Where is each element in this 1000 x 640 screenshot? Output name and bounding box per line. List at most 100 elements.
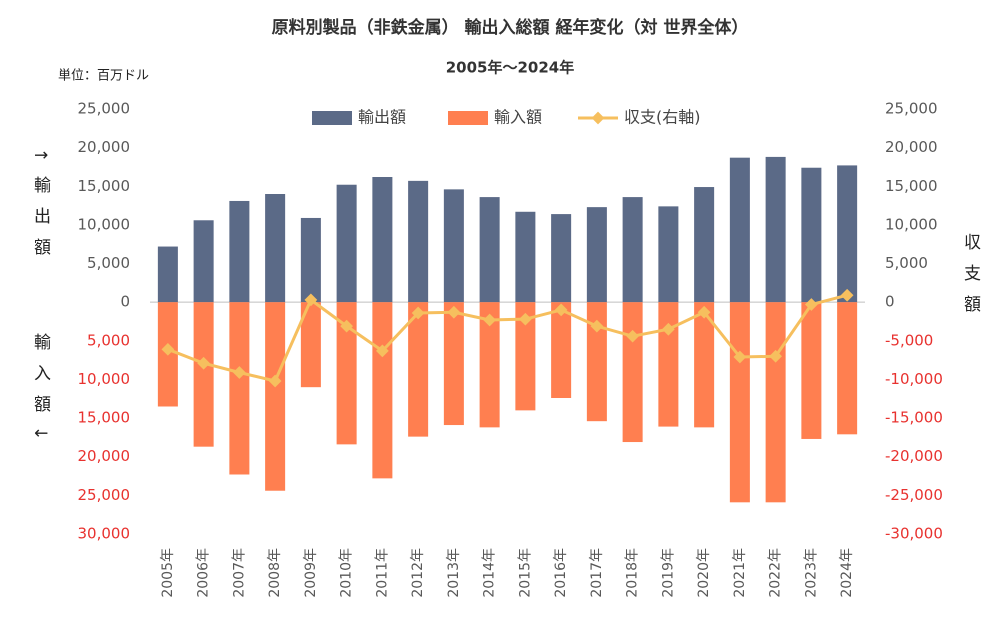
- y2-tick-label: -10,000: [885, 370, 943, 388]
- y-tick-label: 15,000: [78, 409, 131, 427]
- bar: [729, 157, 750, 303]
- bar: [265, 302, 286, 491]
- bar: [515, 211, 536, 303]
- bar: [837, 165, 858, 303]
- bar: [193, 220, 214, 303]
- marker: [233, 366, 246, 379]
- legend-label: 収支(右軸): [624, 108, 701, 127]
- bar: [515, 302, 536, 411]
- x-tick-label: 2015年: [517, 548, 533, 598]
- legend-swatch: [591, 111, 605, 125]
- bar: [765, 302, 786, 503]
- y-tick-label: 15,000: [78, 177, 131, 195]
- bar: [551, 214, 572, 303]
- y-tick-label: 25,000: [78, 100, 131, 118]
- bar: [551, 302, 572, 398]
- x-tick-label: 2021年: [732, 548, 748, 598]
- x-tick-label: 2023年: [803, 548, 819, 598]
- x-tick-label: 2005年: [160, 548, 176, 598]
- bar: [300, 217, 321, 303]
- y2-tick-label: -15,000: [885, 409, 943, 427]
- marker: [376, 344, 389, 358]
- x-tick-label: 2020年: [696, 548, 712, 598]
- x-tick-label: 2010年: [339, 548, 355, 598]
- bar: [443, 189, 464, 303]
- x-tick-label: 2011年: [374, 548, 390, 598]
- marker: [483, 313, 496, 327]
- x-tick-label: 2009年: [303, 548, 319, 598]
- y-tick-label: 20,000: [78, 447, 131, 465]
- y2-tick-label: -20,000: [885, 447, 943, 465]
- bar: [229, 302, 250, 475]
- chart-subtitle: 2005年～2024年: [446, 59, 575, 77]
- bar: [408, 180, 429, 303]
- unit-label: 単位：百万ドル: [58, 68, 149, 84]
- bar: [193, 302, 214, 447]
- bar: [801, 302, 822, 439]
- legend-swatch: [312, 111, 352, 125]
- bar: [479, 302, 500, 428]
- x-tick-label: 2014年: [482, 548, 498, 598]
- bar: [658, 206, 679, 303]
- marker: [340, 319, 353, 333]
- y-tick-label: 25,000: [78, 486, 131, 504]
- y-tick-label: 5,000: [87, 254, 130, 272]
- x-tick-label: 2018年: [625, 548, 641, 598]
- legend-label: 輸出額: [358, 108, 406, 127]
- legend-swatch: [448, 111, 488, 125]
- bar: [622, 302, 643, 443]
- bar: [801, 167, 822, 303]
- x-tick-label: 2006年: [196, 548, 212, 598]
- bar: [586, 207, 607, 303]
- bar: [300, 302, 321, 388]
- marker: [197, 356, 210, 370]
- marker: [161, 342, 175, 356]
- y2-axis-label: 収支額: [960, 233, 981, 326]
- bar: [694, 302, 715, 428]
- y-tick-label: 10,000: [78, 215, 131, 233]
- x-tick-label: 2012年: [410, 548, 426, 598]
- bar: [479, 197, 500, 303]
- marker: [447, 305, 461, 319]
- bar: [765, 156, 786, 303]
- bar: [729, 302, 750, 503]
- bar: [586, 302, 607, 422]
- y-tick-label: 20,000: [78, 138, 131, 156]
- x-tick-label: 2007年: [231, 548, 247, 598]
- y2-tick-label: 25,000: [885, 100, 938, 118]
- legend-label: 輸入額: [494, 108, 542, 127]
- y2-tick-label: 10,000: [885, 215, 938, 233]
- line: [167, 293, 848, 383]
- y-axis-label-upper: ↑輸出額: [30, 148, 51, 269]
- bar: [443, 302, 464, 426]
- y2-tick-label: 5,000: [885, 254, 928, 272]
- y2-tick-label: -30,000: [885, 525, 943, 543]
- y2-tick-label: 0: [885, 293, 895, 311]
- bar: [336, 302, 357, 445]
- y2-tick-label: 20,000: [885, 138, 938, 156]
- marker: [268, 374, 282, 388]
- marker: [411, 306, 425, 320]
- x-tick-label: 2017年: [589, 548, 605, 598]
- x-tick-label: 2022年: [768, 548, 784, 598]
- bar: [837, 302, 858, 435]
- bar: [622, 197, 643, 303]
- y-tick-label: 0: [120, 293, 130, 311]
- bar: [265, 194, 286, 303]
- y2-tick-label: -5,000: [885, 331, 933, 349]
- bar: [372, 302, 393, 479]
- y2-tick-label: -25,000: [885, 486, 943, 504]
- x-tick-label: 2013年: [446, 548, 462, 598]
- y-tick-label: 30,000: [78, 525, 131, 543]
- bar: [229, 200, 250, 303]
- y-tick-label: 10,000: [78, 370, 131, 388]
- x-tick-label: 2019年: [660, 548, 676, 598]
- bar: [694, 187, 715, 303]
- x-tick-label: 2024年: [839, 548, 855, 598]
- y-axis-label-lower: 輸入額↓: [30, 333, 51, 454]
- y-tick-label: 5,000: [87, 331, 130, 349]
- marker: [304, 293, 318, 307]
- bar: [336, 184, 357, 303]
- chart-title: 原料別製品（非鉄金属） 輸出入総額 経年変化（対 世界全体）: [272, 17, 749, 38]
